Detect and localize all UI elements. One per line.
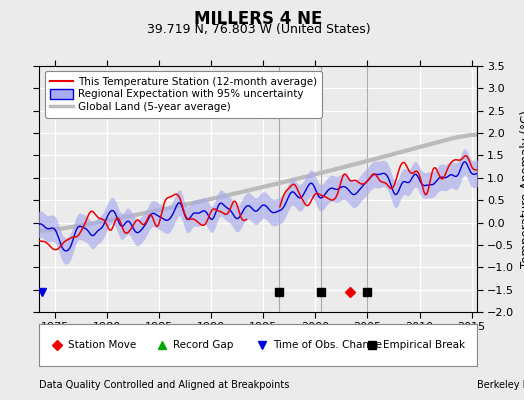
Text: Station Move: Station Move [68, 340, 136, 350]
Text: Berkeley Earth: Berkeley Earth [477, 380, 524, 390]
Y-axis label: Temperature Anomaly (°C): Temperature Anomaly (°C) [520, 110, 524, 268]
Legend: This Temperature Station (12-month average), Regional Expectation with 95% uncer: This Temperature Station (12-month avera… [45, 71, 322, 118]
Text: Data Quality Controlled and Aligned at Breakpoints: Data Quality Controlled and Aligned at B… [39, 380, 290, 390]
Text: Time of Obs. Change: Time of Obs. Change [274, 340, 383, 350]
Text: MILLERS 4 NE: MILLERS 4 NE [194, 10, 322, 28]
Text: Record Gap: Record Gap [173, 340, 233, 350]
Text: 39.719 N, 76.803 W (United States): 39.719 N, 76.803 W (United States) [147, 23, 370, 36]
Text: Empirical Break: Empirical Break [383, 340, 465, 350]
